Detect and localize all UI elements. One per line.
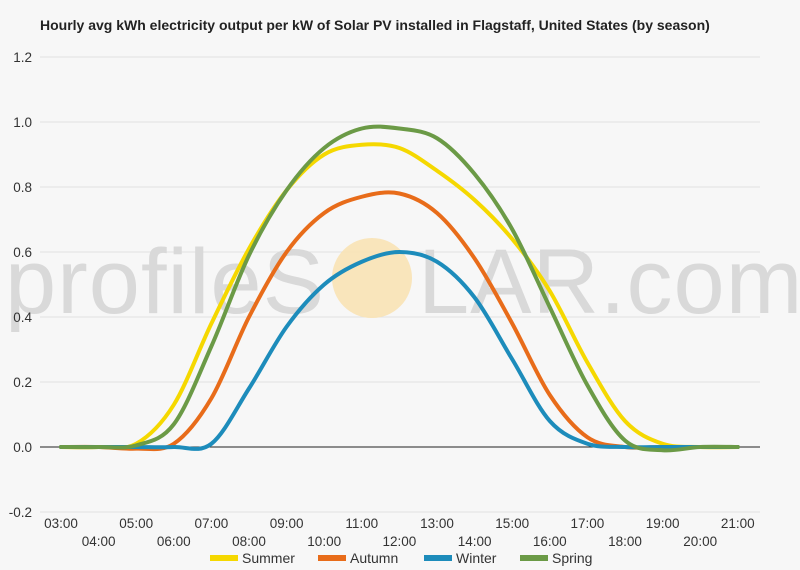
x-tick-label: 12:00 xyxy=(383,534,417,549)
y-tick-label: 0.0 xyxy=(13,440,32,455)
x-tick-label: 13:00 xyxy=(420,516,454,531)
legend: Summer Autumn Winter Spring xyxy=(210,550,592,566)
series-line-spring xyxy=(59,124,740,453)
legend-label-spring: Spring xyxy=(552,550,592,566)
x-tick-label: 21:00 xyxy=(721,516,755,531)
x-tick-label: 06:00 xyxy=(157,534,191,549)
y-tick-label: -0.2 xyxy=(9,505,32,520)
y-tick-label: 1.0 xyxy=(13,115,32,130)
x-tick-label: 19:00 xyxy=(646,516,680,531)
x-tick-label: 16:00 xyxy=(533,534,567,549)
y-tick-label: 1.2 xyxy=(13,50,32,65)
y-tick-label: 0.6 xyxy=(13,245,32,260)
legend-swatch-winter xyxy=(424,555,452,561)
legend-swatch-spring xyxy=(520,555,548,561)
x-tick-label: 10:00 xyxy=(307,534,341,549)
legend-swatch-summer xyxy=(210,555,238,561)
watermark-text-left: profileS xyxy=(5,231,325,333)
series-line-summer xyxy=(59,142,740,450)
watermark: profileS LAR.com xyxy=(5,231,800,333)
legend-label-winter: Winter xyxy=(456,550,497,566)
watermark-sun-icon xyxy=(332,238,412,318)
y-tick-label: 0.2 xyxy=(13,375,32,390)
watermark-text-right: LAR.com xyxy=(418,231,800,333)
x-tick-label: 18:00 xyxy=(608,534,642,549)
legend-swatch-autumn xyxy=(318,555,346,561)
x-tick-label: 04:00 xyxy=(82,534,116,549)
x-tick-label: 03:00 xyxy=(44,516,78,531)
x-tick-label: 11:00 xyxy=(345,516,378,531)
x-tick-label: 17:00 xyxy=(571,516,605,531)
y-tick-label: 0.4 xyxy=(13,310,32,325)
x-tick-label: 08:00 xyxy=(232,534,266,549)
chart-title: Hourly avg kWh electricity output per kW… xyxy=(40,17,710,33)
series-line-winter xyxy=(59,250,740,451)
legend-label-autumn: Autumn xyxy=(350,550,398,566)
x-tick-label: 14:00 xyxy=(458,534,492,549)
x-tick-label: 20:00 xyxy=(683,534,717,549)
y-tick-label: 0.8 xyxy=(13,180,32,195)
x-tick-label: 05:00 xyxy=(119,516,153,531)
legend-label-summer: Summer xyxy=(242,550,295,566)
series-lines xyxy=(59,124,740,453)
y-axis-ticks: 1.2 1.0 0.8 0.6 0.4 0.2 0.0 -0.2 xyxy=(9,50,33,520)
x-tick-label: 07:00 xyxy=(195,516,229,531)
x-tick-label: 09:00 xyxy=(270,516,304,531)
x-tick-label: 15:00 xyxy=(495,516,529,531)
